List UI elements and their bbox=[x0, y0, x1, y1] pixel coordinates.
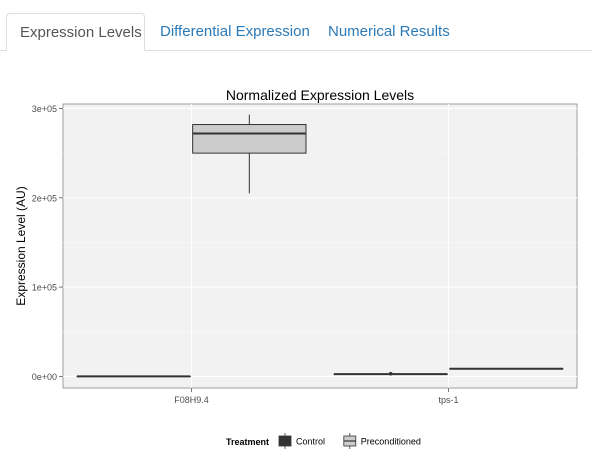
tab-bar: Expression Levels Differential Expressio… bbox=[0, 0, 600, 51]
tab-expression-levels[interactable]: Expression Levels bbox=[6, 13, 145, 51]
legend-label: Preconditioned bbox=[361, 437, 421, 447]
box-preconditioned bbox=[192, 124, 307, 154]
y-tick-label: 0e+00 bbox=[32, 372, 57, 382]
y-tick-label: 1e+05 bbox=[32, 283, 57, 293]
tab-differential-expression[interactable]: Differential Expression bbox=[160, 23, 310, 40]
y-tick-label: 3e+05 bbox=[32, 104, 57, 114]
plot-panel bbox=[62, 103, 578, 389]
x-tick-label: F08H9.4 bbox=[174, 395, 209, 405]
tab-numerical-results[interactable]: Numerical Results bbox=[328, 23, 450, 40]
tab-bar-divider bbox=[0, 50, 592, 51]
y-tick-label: 2e+05 bbox=[32, 193, 57, 203]
x-tick-label: tps-1 bbox=[438, 395, 458, 405]
legend-label: Control bbox=[296, 437, 325, 447]
chart-title: Normalized Expression Levels bbox=[226, 87, 414, 103]
legend-title: Treatment bbox=[226, 437, 269, 447]
outlier-point bbox=[388, 371, 393, 376]
expression-boxplot: Normalized Expression Levels 0e+00 1e+05 2e… bbox=[14, 87, 578, 449]
y-axis-label: Expression Level (AU) bbox=[14, 186, 28, 305]
